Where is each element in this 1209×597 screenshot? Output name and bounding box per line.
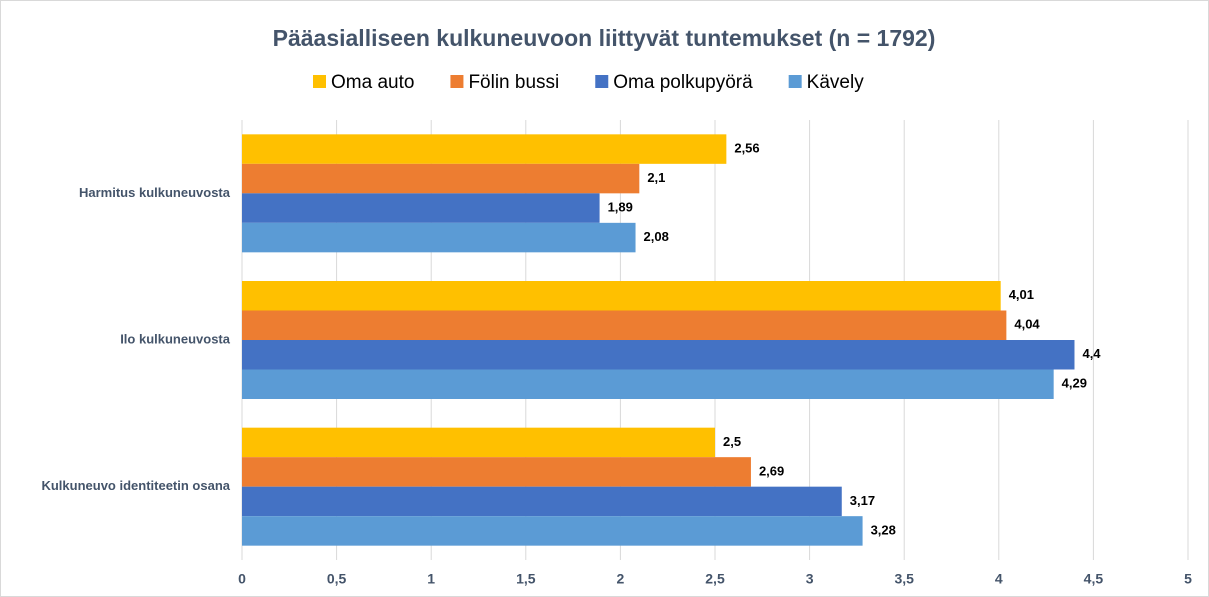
y-tick-label: Kulkuneuvo identiteetin osana (41, 478, 230, 493)
x-tick-label: 2,5 (705, 571, 725, 587)
x-tick-label: 2 (617, 571, 625, 587)
chart-title: Pääasialliseen kulkuneuvoon liittyvät tu… (273, 25, 936, 51)
bar (242, 516, 863, 546)
data-label: 2,1 (647, 170, 665, 185)
bar (242, 163, 640, 194)
data-label: 4,4 (1082, 346, 1101, 361)
x-tick-label: 4,5 (1084, 571, 1104, 587)
data-label: 4,29 (1062, 376, 1087, 391)
data-label: 3,28 (871, 522, 896, 537)
data-label: 2,56 (734, 141, 759, 156)
data-label: 2,5 (723, 434, 741, 449)
bar (242, 281, 1001, 311)
bar (242, 193, 600, 223)
data-label: 1,89 (608, 200, 633, 215)
x-tick-label: 5 (1184, 571, 1192, 587)
x-tick-label: 1 (427, 571, 435, 587)
x-tick-label: 3,5 (894, 571, 914, 587)
bar (242, 427, 715, 458)
legend-label: Fölin bussi (468, 72, 559, 93)
legend-label: Oma polkupyörä (613, 72, 753, 93)
legend-swatch (450, 75, 464, 88)
data-label: 4,04 (1014, 317, 1040, 332)
legend-label: Kävely (807, 72, 865, 93)
data-label: 4,01 (1009, 287, 1034, 302)
x-tick-label: 4 (995, 571, 1003, 587)
legend-swatch (313, 75, 326, 88)
x-tick-label: 0 (238, 571, 246, 587)
bar (242, 222, 636, 253)
legend-label: Oma auto (331, 72, 414, 93)
data-label: 2,08 (644, 229, 669, 244)
bar (242, 486, 842, 517)
bar (242, 134, 727, 164)
x-tick-label: 3 (806, 571, 814, 587)
bar (242, 369, 1054, 399)
bar (242, 310, 1007, 340)
legend-swatch (595, 75, 609, 88)
legend-swatch (788, 75, 802, 88)
x-tick-label: 0,5 (327, 571, 347, 587)
data-label: 3,17 (850, 493, 875, 508)
y-tick-label: Harmitus kulkuneuvosta (79, 185, 231, 200)
x-tick-label: 1,5 (516, 571, 536, 587)
bar (242, 457, 751, 487)
data-label: 2,69 (759, 463, 784, 478)
y-tick-label: Ilo kulkuneuvosta (120, 331, 231, 346)
bar (242, 340, 1075, 370)
